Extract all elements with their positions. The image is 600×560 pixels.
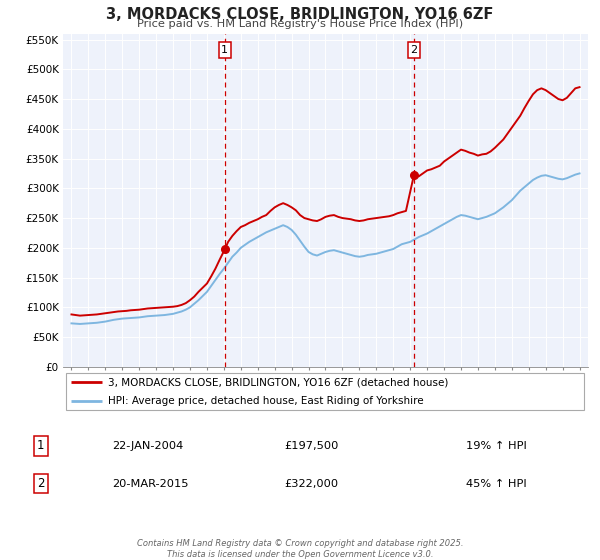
- Text: 20-MAR-2015: 20-MAR-2015: [112, 479, 189, 489]
- Text: 2: 2: [37, 477, 44, 490]
- Text: 2: 2: [410, 45, 418, 55]
- Text: Contains HM Land Registry data © Crown copyright and database right 2025.
This d: Contains HM Land Registry data © Crown c…: [137, 539, 463, 559]
- Text: 3, MORDACKS CLOSE, BRIDLINGTON, YO16 6ZF (detached house): 3, MORDACKS CLOSE, BRIDLINGTON, YO16 6ZF…: [107, 377, 448, 387]
- Text: 45% ↑ HPI: 45% ↑ HPI: [466, 479, 526, 489]
- Text: Price paid vs. HM Land Registry's House Price Index (HPI): Price paid vs. HM Land Registry's House …: [137, 19, 463, 29]
- Text: 19% ↑ HPI: 19% ↑ HPI: [466, 441, 526, 451]
- Text: HPI: Average price, detached house, East Riding of Yorkshire: HPI: Average price, detached house, East…: [107, 396, 423, 405]
- FancyBboxPatch shape: [65, 374, 584, 409]
- Text: 1: 1: [37, 440, 44, 452]
- Text: £197,500: £197,500: [284, 441, 338, 451]
- Text: £322,000: £322,000: [284, 479, 338, 489]
- Text: 22-JAN-2004: 22-JAN-2004: [112, 441, 184, 451]
- Text: 3, MORDACKS CLOSE, BRIDLINGTON, YO16 6ZF: 3, MORDACKS CLOSE, BRIDLINGTON, YO16 6ZF: [106, 7, 494, 22]
- Text: 1: 1: [221, 45, 229, 55]
